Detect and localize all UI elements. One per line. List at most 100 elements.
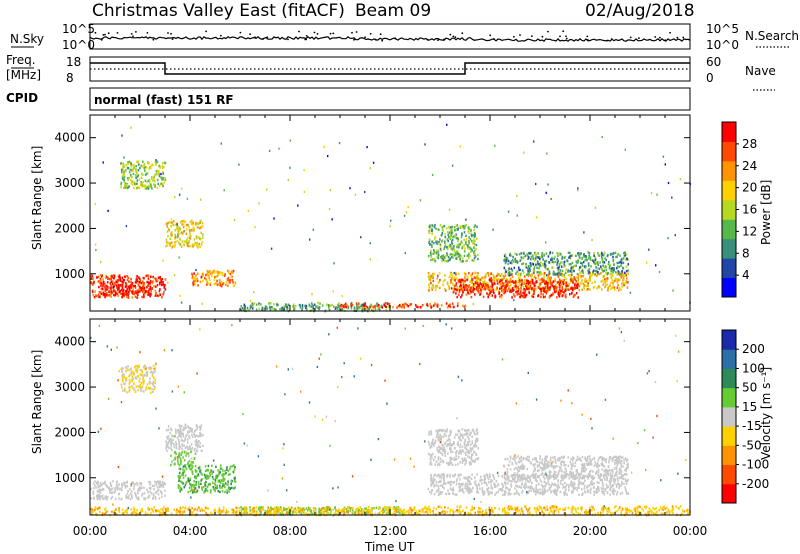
data-cell [95,495,98,498]
data-cell [128,286,131,289]
data-cell [369,509,371,513]
data-cell [583,254,585,257]
data-cell [126,288,128,291]
scatter-cell [494,144,496,147]
data-cell [379,511,381,514]
data-cell [127,294,129,297]
data-cell [466,254,469,257]
data-cell [185,434,187,438]
data-cell [94,508,96,512]
data-cell [573,269,575,273]
data-cell [458,482,460,485]
data-cell [608,267,611,270]
data-cell [112,290,114,293]
data-cell [461,233,463,236]
data-cell [463,250,466,253]
data-cell [603,251,606,255]
data-cell [436,285,439,288]
data-cell [620,288,622,291]
data-cell [165,446,167,450]
data-cell [251,507,254,510]
data-cell [109,282,112,285]
data-cell [326,303,328,306]
scatter-cell [523,151,525,154]
data-cell [474,293,476,296]
data-cell [240,506,242,509]
data-cell [436,242,439,246]
scatter-cell [179,294,181,297]
data-cell [224,469,226,473]
data-cell [300,513,303,516]
data-cell [534,281,536,284]
data-cell [548,252,551,255]
data-cell [183,449,185,453]
data-cell [146,374,148,377]
data-cell [95,486,97,489]
data-cell [558,263,561,266]
data-cell [560,261,562,264]
data-cell [196,474,198,477]
data-cell [249,307,252,310]
data-cell [445,302,448,305]
data-cell [419,305,422,309]
data-cell [527,267,529,270]
data-cell [470,482,472,486]
data-cell [293,507,295,510]
data-cell [622,277,625,280]
data-cell [143,293,145,296]
data-cell [461,241,463,245]
data-cell [510,260,513,263]
data-cell [446,254,449,257]
data-cell [269,308,272,312]
data-cell [600,280,603,283]
data-cell [622,261,625,265]
data-cell [507,269,509,272]
data-cell [431,288,433,291]
data-cell [428,283,430,287]
data-cell [537,271,540,274]
data-cell [451,240,453,243]
data-cell [451,488,453,491]
data-cell [200,507,203,511]
data-cell [371,305,373,308]
data-cell [602,264,604,267]
data-cell [449,237,452,240]
data-cell [427,272,430,275]
noise-dot [298,30,300,33]
data-cell [142,285,144,288]
data-cell [468,236,470,239]
data-cell [358,302,360,305]
data-cell [130,173,132,177]
data-cell [97,293,100,296]
data-cell [140,509,142,513]
data-cell [549,279,552,282]
data-cell [604,478,606,481]
data-cell [409,303,412,306]
data-cell [455,282,458,285]
data-cell [138,276,140,279]
data-cell [212,488,215,491]
data-cell [463,238,465,242]
data-cell [231,486,233,490]
data-cell [474,276,477,280]
data-cell [577,284,579,288]
data-cell [578,482,581,485]
data-cell [207,271,210,274]
data-cell [366,512,368,515]
data-cell [558,278,561,281]
data-cell [512,255,514,259]
data-cell [533,275,536,278]
data-cell [496,282,499,285]
data-cell [564,492,567,495]
data-cell [448,231,451,234]
data-cell [523,275,526,278]
data-cell [454,284,456,288]
data-cell [541,277,544,281]
data-cell [511,262,513,265]
data-cell [115,280,118,284]
data-cell [185,480,188,484]
data-cell [193,485,195,489]
data-cell [224,273,226,276]
data-cell [472,290,474,294]
data-cell [128,390,130,393]
